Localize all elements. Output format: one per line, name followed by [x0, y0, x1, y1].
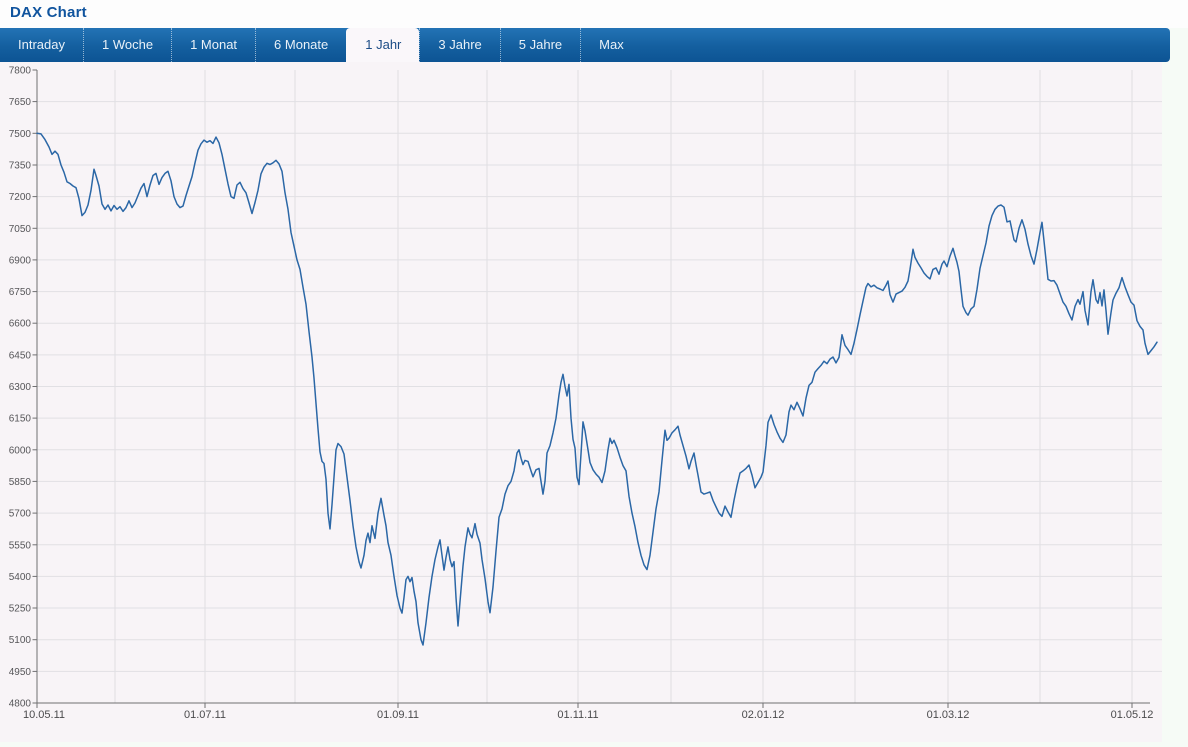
x-axis-label: 01.07.11	[184, 709, 226, 721]
y-axis-label: 5700	[9, 509, 32, 520]
x-axis-label: 01.03.12	[927, 709, 970, 721]
header: DAX Chart	[0, 0, 1188, 28]
tab-intraday[interactable]: Intraday	[18, 37, 65, 52]
tab-5-jahre[interactable]: 5 Jahre	[499, 28, 580, 62]
y-axis-label: 5850	[9, 477, 32, 488]
tab-bar: Intraday 1 Woche 1 Monat 6 Monate 1 Jahr 3 Ja…	[0, 28, 1170, 62]
y-axis-label: 6150	[9, 414, 32, 425]
y-axis-label: 6000	[9, 445, 32, 456]
y-axis-label: 5250	[9, 604, 32, 615]
y-axis-label: 6300	[9, 382, 32, 393]
x-axis-label: 01.05.12	[1111, 709, 1154, 721]
y-axis-label: 7800	[9, 66, 32, 77]
y-axis-label: 7500	[9, 129, 32, 140]
tab-1-woche[interactable]: 1 Woche	[82, 28, 171, 62]
y-axis-label: 4800	[9, 699, 32, 710]
x-axis-label: 02.01.12	[742, 709, 785, 721]
tab-max[interactable]: Max	[580, 28, 642, 62]
y-axis-label: 7050	[9, 224, 32, 235]
y-axis-label: 7650	[9, 97, 32, 108]
tab-1-jahr[interactable]: 1 Jahr	[346, 28, 420, 62]
y-axis-label: 7350	[9, 161, 32, 172]
chart-area: 7800 7650 7500 7350 7200 7050 6900 6750 6600 6450…	[0, 62, 1162, 742]
y-axis-label: 6750	[9, 287, 32, 298]
tab-6-monate[interactable]: 6 Monate	[255, 28, 346, 62]
y-axis-label: 6900	[9, 255, 32, 266]
y-axis-label: 6600	[9, 319, 32, 330]
x-axis-label: 10.05.11	[23, 709, 65, 721]
y-axis-label: 4950	[9, 667, 32, 678]
x-axis-label: 01.11.11	[557, 709, 598, 721]
y-axis-label: 7200	[9, 192, 32, 203]
tab-1-monat[interactable]: 1 Monat	[171, 28, 255, 62]
y-axis-label: 6450	[9, 350, 32, 361]
y-axis-label: 5400	[9, 572, 32, 583]
x-axis-label: 01.09.11	[377, 709, 419, 721]
price-line	[36, 132, 1158, 646]
tab-3-jahre[interactable]: 3 Jahre	[419, 28, 499, 62]
y-axis-label: 5550	[9, 540, 32, 551]
y-axis-label: 5100	[9, 635, 32, 646]
page-title: DAX Chart	[10, 4, 87, 21]
price-chart: 7800 7650 7500 7350 7200 7050 6900 6750 6600 6450…	[9, 66, 1162, 721]
